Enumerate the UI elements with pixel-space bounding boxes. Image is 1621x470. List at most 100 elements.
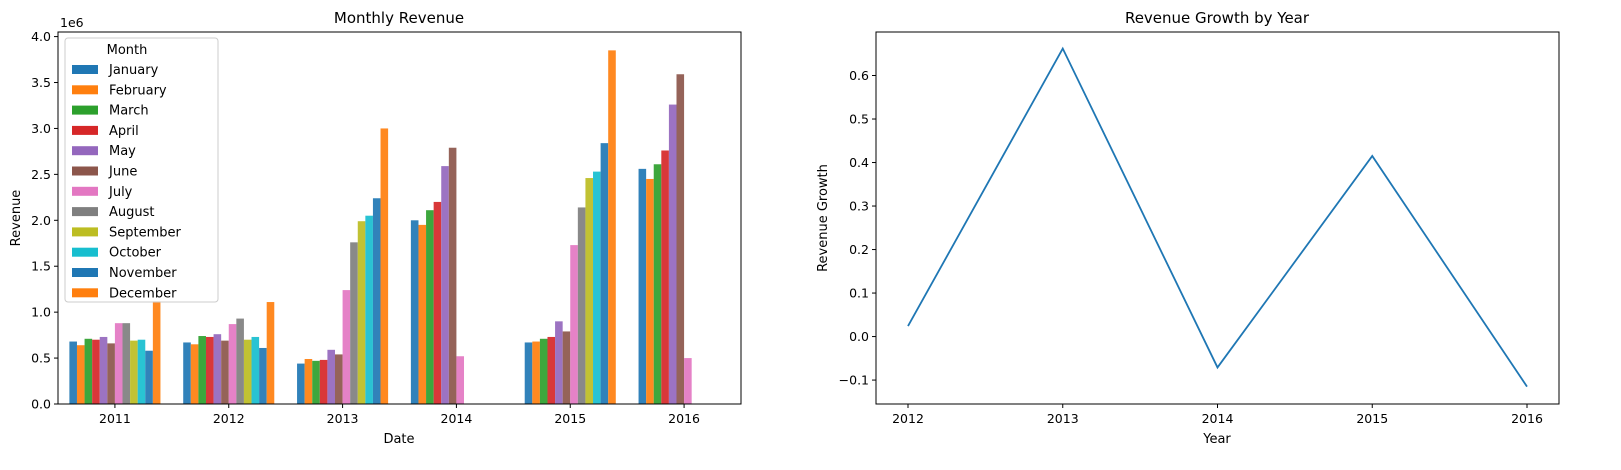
growth-line [907, 46, 1528, 388]
bar [99, 336, 108, 404]
bar [190, 344, 199, 404]
legend-label: October [109, 246, 162, 261]
bar [350, 242, 358, 404]
legend-swatch [72, 227, 98, 237]
bar [259, 347, 267, 404]
revenue-growth-chart: Revenue Growth by Year Revenue Growth Ye… [816, 9, 1560, 447]
y-tick-label: 2.0 [31, 213, 51, 228]
chart2-frame [875, 31, 1560, 405]
bar [107, 343, 115, 404]
chart2-title: Revenue Growth by Year [1125, 9, 1310, 27]
bar [524, 342, 533, 404]
bar [562, 331, 571, 404]
chart1-y-axis: 0.0 0.5 1.0 1.5 2.0 2.5 3.0 3.5 4.0 [31, 29, 58, 412]
bar [448, 147, 457, 404]
bar [327, 349, 335, 404]
bar [585, 178, 594, 404]
y-tick-label: 0.4 [849, 155, 869, 170]
bar [334, 354, 343, 404]
y-tick-label: 3.0 [31, 121, 51, 136]
bar [312, 360, 320, 404]
y-tick-label: 0.5 [849, 112, 869, 127]
chart2-x-axis: 2012 2013 2014 2015 2016 [892, 404, 1543, 426]
legend-swatch [72, 247, 98, 257]
y-tick-label: 2.5 [31, 167, 51, 182]
bar [152, 301, 161, 404]
bar [433, 201, 442, 404]
chart1-frame [57, 31, 742, 405]
bar [547, 336, 556, 404]
bar [600, 143, 609, 404]
bar [418, 224, 427, 404]
bar [539, 338, 548, 404]
bar [684, 358, 692, 404]
legend-swatch [72, 65, 98, 74]
legend-swatch [72, 268, 98, 277]
bar [319, 359, 328, 404]
legend-swatch [72, 186, 98, 196]
bar [205, 336, 214, 404]
chart1-x-axis: 2011 2012 2013 2014 2015 2016 [99, 404, 700, 426]
y-tick-label: 0.3 [849, 199, 869, 214]
bar [441, 166, 449, 404]
bar [532, 341, 540, 404]
legend-swatch [72, 166, 98, 176]
bar [92, 339, 100, 404]
legend-swatch [72, 85, 98, 95]
monthly-revenue-chart: Monthly Revenue 1e6 Revenue Date 0.0 0.5 1… [9, 9, 742, 447]
y-tick-label: 0.5 [31, 351, 51, 366]
legend-label: April [109, 124, 139, 139]
bar [365, 215, 373, 404]
chart2-xlabel: Year [1202, 432, 1231, 447]
bar [183, 342, 191, 404]
bar [372, 198, 381, 404]
legend-label: July [108, 185, 133, 200]
bar [646, 178, 654, 404]
bar [145, 350, 153, 404]
bar [114, 323, 123, 404]
y-tick-label: 3.5 [31, 75, 51, 90]
x-tick-label: 2015 [554, 411, 586, 426]
chart2-ylabel: Revenue Growth [816, 164, 831, 272]
legend-box [64, 37, 219, 303]
legend-swatch [72, 207, 98, 217]
bar [243, 339, 252, 404]
x-tick-label: 2012 [213, 411, 245, 426]
bar [577, 207, 586, 404]
bar [122, 323, 131, 404]
legend-label: January [108, 63, 159, 78]
bar [76, 345, 85, 404]
x-tick-label: 2014 [1202, 411, 1234, 426]
chart2-y-axis: −0.1 0.0 0.1 0.2 0.3 0.4 0.5 0.6 [839, 68, 876, 388]
x-tick-label: 2012 [892, 411, 924, 426]
bar [555, 321, 563, 404]
bar [213, 334, 222, 404]
bar [198, 336, 206, 404]
chart1-title: Monthly Revenue [334, 9, 464, 27]
bar [69, 341, 77, 404]
x-tick-label: 2015 [1356, 411, 1388, 426]
y-tick-label: 0.0 [31, 397, 51, 412]
bar [661, 150, 669, 404]
bar [653, 164, 662, 404]
bar [228, 324, 237, 404]
legend-label: September [109, 225, 182, 240]
bar [304, 358, 313, 404]
y-tick-label: 1.0 [31, 305, 51, 320]
legend-swatch [72, 288, 98, 298]
bar [130, 340, 138, 404]
bar [342, 290, 351, 404]
legend-label: June [108, 165, 137, 180]
x-tick-label: 2011 [99, 411, 131, 426]
bar [410, 220, 419, 404]
legend-items: January February March April May June July Augu… [72, 63, 182, 301]
y-tick-label: 0.6 [849, 68, 869, 83]
legend-label: February [109, 83, 167, 98]
bar [570, 245, 578, 404]
bar [638, 168, 647, 404]
x-tick-label: 2016 [668, 411, 700, 426]
legend-swatch [72, 146, 98, 156]
x-tick-label: 2013 [327, 411, 359, 426]
bar [266, 302, 275, 404]
